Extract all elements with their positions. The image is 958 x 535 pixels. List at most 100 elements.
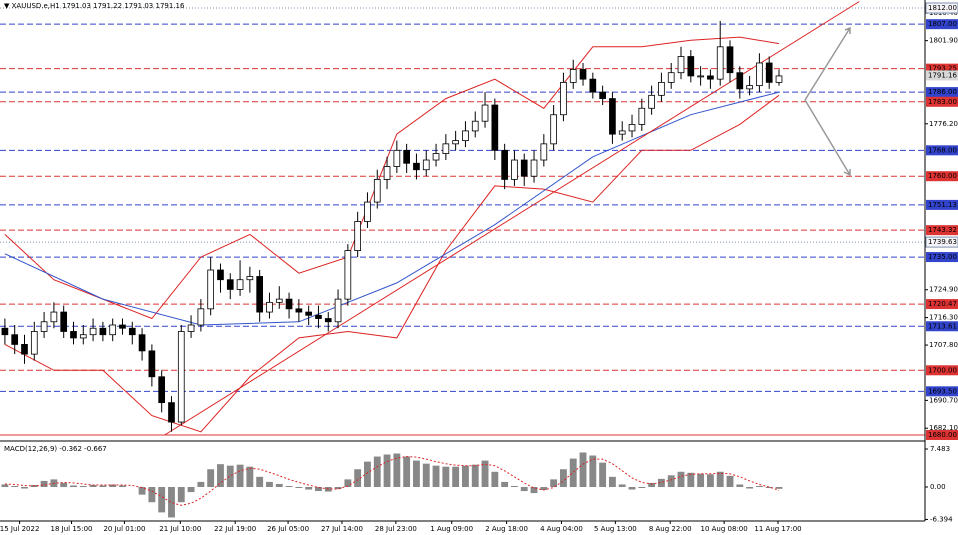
macd-bar [540, 486, 548, 491]
candle-body [177, 331, 185, 423]
level-label: 1735.00 [928, 253, 957, 261]
level-label: 1693.50 [928, 387, 957, 395]
macd-bar [550, 479, 558, 487]
macd-bar [373, 456, 381, 487]
level-label: 1786.00 [928, 88, 957, 96]
macd-title: MACD(12,26,9) -0.362 -0.667 [4, 445, 107, 453]
candle-body [618, 130, 626, 135]
y-tick-label: 1682.10 [929, 424, 958, 432]
candle-body [79, 334, 87, 339]
x-tick-label: 11 Aug 17:00 [754, 525, 801, 533]
candle-body [383, 166, 391, 180]
macd-bar [364, 461, 371, 487]
level-label: 1751.13 [928, 201, 957, 209]
y-tick-label: 1716.30 [929, 314, 958, 322]
macd-bar [236, 464, 244, 487]
macd-bar [726, 475, 734, 487]
candle-body [609, 98, 616, 135]
level-label-box [926, 19, 958, 30]
macd-bar [628, 486, 636, 490]
candle-body [481, 104, 489, 122]
macd-bar [295, 486, 303, 489]
candle-body [305, 311, 312, 316]
macd-bar [765, 486, 773, 489]
macd-bar [746, 486, 754, 489]
macd-bar [99, 485, 107, 487]
macd-bar [197, 481, 205, 487]
macd-bar [736, 484, 744, 487]
macd-bar [471, 464, 479, 487]
y-tick-label: 1801.90 [929, 37, 958, 45]
level-label: 1720.47 [928, 300, 957, 308]
macd-y-tick-label: -6.394 [930, 515, 953, 523]
candle-body [226, 279, 234, 290]
arrow-down [804, 99, 851, 177]
candle-body [716, 46, 724, 80]
candle-body [501, 149, 508, 180]
macd-bar [501, 481, 509, 487]
candle-body [697, 75, 704, 78]
macd-bar [755, 485, 763, 487]
macd-bar [599, 462, 607, 487]
macd-bar [677, 471, 685, 487]
x-tick-label: 27 Jul 14:00 [321, 525, 363, 533]
current-price-label: 1791.16 [928, 71, 957, 79]
candle-body [422, 159, 430, 171]
x-tick-label: 15 Jul 2022 [0, 525, 39, 533]
candle-body [324, 318, 332, 323]
level-label-box [926, 252, 958, 263]
chart-title: ▼ XAUUSD.e,H1 1791.03 1791.22 1791.03 17… [4, 2, 185, 10]
candle-body [491, 104, 499, 151]
candle-body [765, 62, 773, 83]
x-tick-label: 22 Jul 19:00 [214, 525, 256, 533]
current-price-box [926, 70, 958, 81]
candle-body [579, 69, 587, 80]
candle-body [21, 344, 28, 355]
candle-body [344, 250, 352, 300]
level-label: 1700.00 [928, 366, 957, 374]
candle-body [1, 327, 9, 336]
candle-body [462, 130, 469, 142]
candle-body [168, 402, 175, 423]
y-tick-label: 1690.70 [929, 396, 958, 404]
candle-body [452, 140, 459, 145]
level-label-box [926, 365, 958, 376]
candle-body [70, 331, 77, 339]
moving-average [4, 91, 780, 326]
level-label: 1768.00 [928, 146, 957, 154]
candle-body [128, 327, 136, 336]
candle-body [11, 334, 19, 345]
macd-bar [481, 460, 489, 487]
macd-bar [569, 458, 577, 487]
candle-body [393, 149, 401, 167]
candle-body [550, 114, 557, 145]
candle-body [530, 159, 538, 177]
candle-body [373, 179, 381, 203]
level-label-box [926, 96, 958, 107]
macd-bar [608, 476, 616, 487]
macd-bar [452, 466, 460, 487]
level-label: 1793.25 [928, 65, 957, 73]
macd-bar [403, 456, 411, 487]
macd-bar [256, 476, 264, 487]
level-label: 1812.00 [928, 4, 957, 12]
level-label-box [926, 87, 958, 98]
x-tick-label: 26 Jul 05:00 [267, 525, 309, 533]
level-label-box [926, 199, 958, 210]
candle-body [726, 46, 734, 74]
x-tick-label: 18 Jul 15:00 [51, 525, 93, 533]
macd-bar [79, 485, 87, 487]
candle-body [40, 321, 48, 332]
bollinger-upper [4, 36, 780, 320]
macd-bar [511, 485, 518, 487]
macd-bar [618, 484, 626, 487]
macd-bar [138, 486, 146, 495]
candle-body [119, 324, 126, 329]
macd-bar [422, 463, 430, 487]
candle-body [677, 56, 685, 74]
macd-bar [40, 480, 48, 487]
x-tick-label: 4 Aug 04:00 [540, 525, 583, 533]
candle-body [432, 153, 440, 161]
macd-bar [119, 485, 126, 487]
